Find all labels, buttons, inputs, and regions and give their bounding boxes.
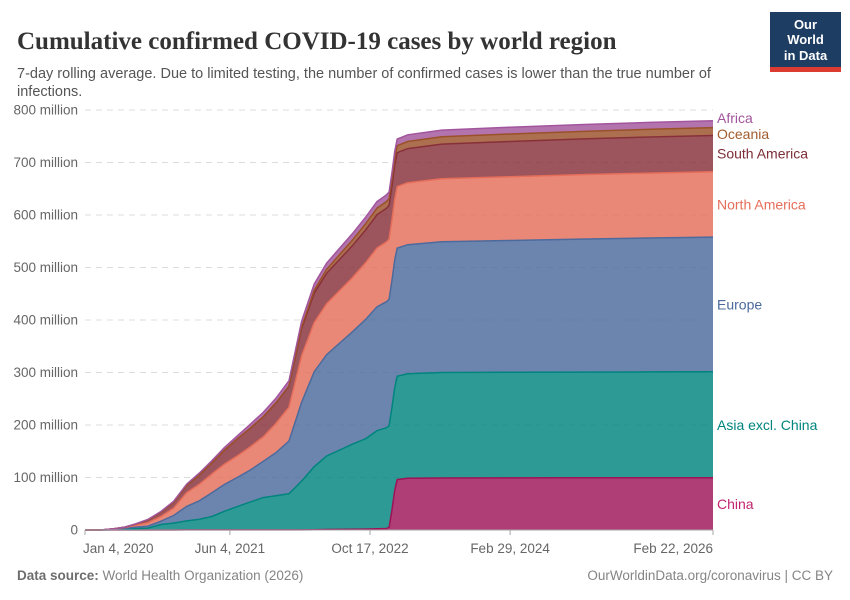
legend-label-asia-excl-china[interactable]: Asia excl. China	[717, 417, 818, 433]
area-outline-europe	[85, 236, 714, 531]
area-outline-north-america	[85, 170, 714, 531]
data-source-note: Data source: World Health Organization (…	[17, 568, 303, 583]
credit-link[interactable]: OurWorldinData.org/coronavirus | CC BY	[587, 568, 833, 583]
area-north-america[interactable]	[85, 171, 713, 530]
area-asia-excl-china[interactable]	[85, 371, 713, 530]
x-axis-tick-label: Jun 4, 2021	[195, 541, 266, 556]
owid-logo-line1: Our World	[787, 17, 824, 48]
y-axis-tick-label: 700 million	[13, 155, 78, 170]
legend-label-china[interactable]: China	[717, 496, 754, 512]
y-axis-tick-label: 800 million	[13, 103, 78, 118]
chart-subtitle: 7-day rolling average. Due to limited te…	[17, 65, 711, 101]
legend-label-north-america[interactable]: North America	[717, 196, 806, 212]
data-source-label: Data source:	[17, 568, 99, 583]
area-outline-asia-excl-china	[85, 371, 714, 531]
area-europe[interactable]	[85, 237, 713, 530]
area-outline-africa	[85, 119, 714, 531]
legend-label-africa[interactable]: Africa	[717, 110, 753, 126]
y-axis-tick-label: 0	[70, 523, 78, 538]
y-axis-tick-label: 400 million	[13, 313, 78, 328]
legend-label-europe[interactable]: Europe	[717, 296, 762, 312]
x-axis-tick-label: Jan 4, 2020	[83, 541, 154, 556]
x-axis-tick-label: Feb 22, 2026	[633, 541, 713, 556]
legend-label-south-america[interactable]: South America	[717, 146, 808, 162]
y-axis-tick-label: 500 million	[13, 260, 78, 275]
page-title: Cumulative confirmed COVID-19 cases by w…	[17, 27, 617, 55]
y-axis-tick-label: 100 million	[13, 470, 78, 485]
legend-label-oceania[interactable]: Oceania	[717, 126, 769, 142]
y-axis-tick-label: 600 million	[13, 208, 78, 223]
x-axis-tick-label: Oct 17, 2022	[331, 541, 408, 556]
owid-logo-box: Our World in Data	[770, 12, 841, 67]
owid-logo-line2: in Data	[783, 47, 828, 63]
y-axis-tick-label: 200 million	[13, 418, 78, 433]
owid-logo[interactable]: Our World in Data	[770, 12, 841, 72]
owid-logo-red-bar	[770, 66, 841, 72]
y-axis-tick-label: 300 million	[13, 365, 78, 380]
data-source-value: World Health Organization (2026)	[98, 568, 304, 583]
x-axis-tick-label: Feb 29, 2024	[470, 541, 550, 556]
area-china[interactable]	[85, 477, 713, 530]
